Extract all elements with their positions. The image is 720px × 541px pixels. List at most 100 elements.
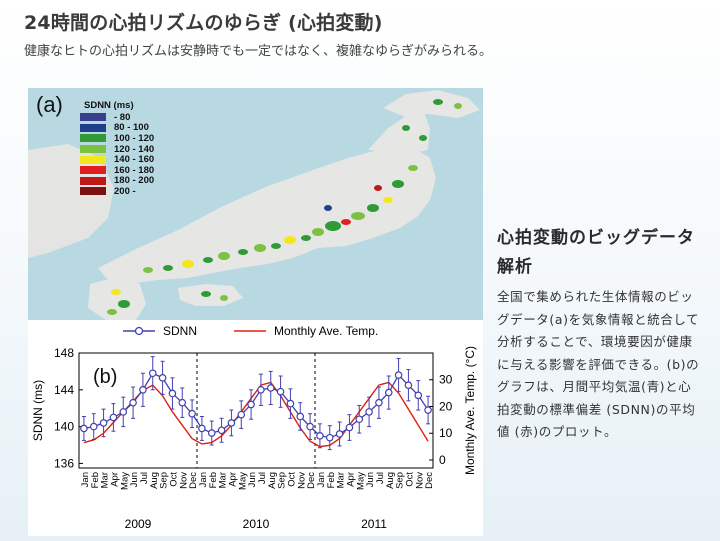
x-tick-label: Nov [414, 472, 425, 489]
sdnn-point [316, 432, 324, 440]
x-tick-label: Aug [385, 472, 396, 489]
sdnn-point [119, 408, 128, 416]
sdnn-point [109, 413, 118, 422]
legend-swatch [80, 113, 106, 122]
year-label: 2009 [125, 517, 152, 531]
sdnn-point [296, 412, 305, 421]
x-tick-label: Oct [404, 472, 415, 487]
y2-tick-label: 30 [439, 373, 453, 387]
sdnn-point [306, 422, 314, 431]
legend-item: 80 - 100 [80, 122, 154, 134]
sdnn-point [237, 410, 246, 419]
y-tick-label: 140 [54, 420, 74, 434]
legend-label: 180 - 200 [114, 175, 155, 187]
sdnn-point [325, 433, 334, 442]
sdnn-point [227, 419, 236, 427]
legend-label: 200 - [114, 185, 136, 197]
land-honshu [98, 144, 436, 284]
legend-item: 200 - [80, 186, 154, 197]
year-label: 2010 [243, 517, 270, 531]
sdnn-chart: 136 140 144 148 0 10 20 30 SDNN (ms) Monthly Ave.… [28, 316, 483, 536]
y-tick-label: 144 [54, 383, 74, 397]
legend-swatch [80, 134, 106, 143]
page-subtitle: 健康なヒトの心拍リズムは安静時でも一定ではなく、複雑なゆらぎがみられる。 [24, 44, 493, 59]
y2-tick-label: 20 [439, 399, 453, 413]
legend-temp-label: Monthly Ave. Temp. [274, 324, 378, 338]
x-tick-label: Feb [208, 472, 219, 488]
legend-item: 160 - 180 [80, 165, 154, 176]
map-legend: SDNN (ms) - 80 80 - 100 100 - 120 120 - 140… [80, 100, 154, 197]
legend-item: 120 - 140 [80, 144, 154, 155]
land-tohoku [368, 110, 430, 154]
sdnn-point [257, 386, 265, 394]
sdnn-point [355, 415, 364, 424]
x-tick-label: Sep [159, 472, 170, 489]
y2-tick-label: 10 [439, 426, 453, 440]
sdnn-point [139, 386, 147, 394]
x-tick-label: Apr [109, 472, 120, 487]
sdnn-point [335, 430, 344, 438]
sdnn-point [365, 408, 373, 416]
sdnn-point [375, 398, 383, 407]
legend-swatch [80, 187, 106, 196]
map-image [28, 88, 483, 320]
legend-label: - 80 [114, 111, 131, 123]
legend-swatch [80, 145, 106, 154]
legend-label: 160 - 180 [114, 164, 155, 176]
x-tick-label: Dec [424, 472, 435, 489]
sdnn-point [80, 424, 88, 433]
legend-item: 180 - 200 [80, 175, 155, 187]
x-tick-label: Sep [277, 472, 288, 489]
x-tick-label: Apr [345, 472, 356, 487]
land-kyushu [88, 276, 146, 320]
chart-svg: 136 140 144 148 0 10 20 30 SDNN (ms) Monthly Ave.… [31, 324, 477, 531]
sidebar-heading: 心拍変動のビッグデータ解析 [497, 228, 695, 277]
y2-tick-label: 0 [439, 453, 446, 467]
sdnn-point [384, 388, 393, 397]
legend-label: 80 - 100 [114, 122, 149, 134]
x-tick-label: May [119, 472, 130, 490]
sdnn-point [198, 424, 206, 433]
legend-sdnn-marker [134, 326, 144, 336]
x-tick-label: Mar [218, 472, 229, 488]
data-markers [107, 99, 462, 315]
legend-swatch [80, 166, 106, 175]
x-tick-label: Jul [375, 472, 386, 484]
x-tick-label: Aug [267, 472, 278, 489]
legend-swatch [80, 155, 106, 164]
legend-item: - 80 [80, 112, 154, 123]
x-tick-label: Dec [306, 472, 317, 489]
legend-title: SDNN (ms) [84, 100, 134, 111]
sdnn-point [424, 406, 432, 414]
sdnn-point [99, 419, 108, 427]
legend-item: 100 - 120 [80, 133, 154, 144]
x-tick-label: Jul [257, 472, 268, 484]
x-tick-label: Aug [149, 472, 160, 489]
japan-map: (a) SDNN (ms) - 80 80 - 100 100 - 120 120 -… [28, 88, 483, 320]
sdnn-point [188, 409, 196, 418]
page-title: 24時間の心拍リズムのゆらぎ (心拍変動) [24, 12, 383, 34]
x-tick-label: Mar [336, 472, 347, 488]
plot-frame [78, 352, 434, 469]
sdnn-point [276, 387, 285, 396]
sdnn-point [148, 369, 157, 378]
land-hokkaido [383, 90, 480, 118]
sidebar-body: 全国で集められた生体情報のビッグデータ(a)を気象情報と統合して分析することで、… [497, 289, 700, 439]
sdnn-point [404, 381, 413, 390]
x-tick-label: Feb [90, 472, 101, 488]
sdnn-point [286, 399, 295, 408]
x-tick-label: Oct [286, 472, 297, 487]
chart-panel-label: (b) [93, 366, 117, 388]
legend-sdnn-label: SDNN [163, 324, 197, 338]
sdnn-point [89, 422, 98, 431]
x-tick-label: Nov [296, 472, 307, 489]
y2-axis-label: Monthly Ave. Temp. (°C) [463, 346, 477, 475]
sdnn-point [158, 374, 167, 382]
sdnn-point [414, 391, 423, 400]
sdnn-point [178, 398, 187, 407]
year-label: 2011 [361, 517, 387, 531]
x-tick-label: May [355, 472, 366, 490]
sdnn-point [345, 423, 354, 432]
y-axis-label: SDNN (ms) [31, 380, 45, 441]
legend-label: 120 - 140 [114, 143, 155, 155]
